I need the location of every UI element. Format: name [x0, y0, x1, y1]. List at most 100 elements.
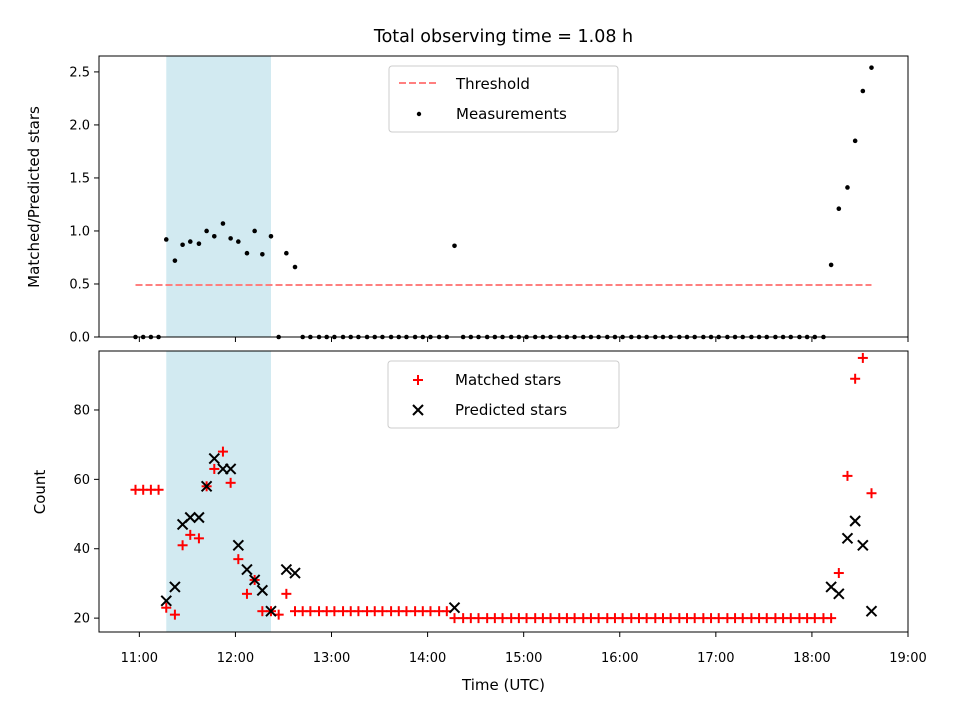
- measurement-point: [452, 243, 457, 249]
- bottom-y-tick-label: 40: [73, 542, 90, 557]
- x-tick-label: 14:00: [409, 651, 446, 666]
- matched-star-marker: [850, 373, 861, 384]
- measurement-point: [196, 241, 202, 246]
- matched-star-marker: [545, 613, 556, 624]
- measurement-point: [260, 251, 265, 257]
- top-panel: 0.0 0.5 1.0 1.5 2.0 2.5 Matched/Predicted sta…: [25, 55, 909, 346]
- predicted-star-marker: [256, 584, 269, 597]
- measurement-point: [220, 221, 226, 226]
- predicted-star-marker: [841, 532, 854, 545]
- predicted-star-marker: [448, 602, 461, 614]
- measurement-point: [211, 233, 217, 239]
- matched-star-marker: [842, 470, 853, 481]
- measurement-point: [180, 242, 185, 248]
- legend-measurements-label: Measurements: [456, 105, 567, 123]
- predicted-star-marker: [289, 567, 301, 579]
- predicted-star-marker: [184, 511, 196, 524]
- measurement-point: [852, 138, 858, 144]
- measurement-point: [292, 264, 298, 270]
- predicted-star-marker: [849, 515, 861, 527]
- x-tick-label: 15:00: [505, 651, 542, 666]
- matched-star-marker: [329, 606, 340, 617]
- matched-star-marker: [449, 613, 460, 624]
- predicted-star-marker: [200, 480, 213, 493]
- top-axes-frame: [98, 55, 909, 338]
- matched-star-marker: [809, 613, 820, 624]
- matched-star-marker: [665, 613, 676, 624]
- predicted-star-marker: [857, 539, 869, 551]
- matched-star-marker: [866, 488, 877, 499]
- x-tick-label: 11:00: [121, 651, 158, 666]
- matched-star-marker: [761, 613, 772, 624]
- top-y-tick-label: 1.5: [69, 171, 90, 186]
- x-tick-label: 13:00: [313, 651, 350, 666]
- measurement-point: [845, 185, 850, 190]
- matched-star-marker: [473, 613, 484, 624]
- x-tick-label: 19:00: [889, 651, 926, 666]
- bottom-plot-marks: [130, 352, 878, 624]
- bottom-x-axis: 11:00 12:00 13:00 14:00 15:00 16:00 17:00 18:00…: [121, 632, 927, 666]
- measurement-point: [204, 228, 209, 234]
- top-highlight-span: [166, 56, 271, 337]
- measurement-point: [828, 262, 834, 268]
- matched-star-marker: [161, 602, 172, 613]
- matched-star-marker: [209, 463, 220, 474]
- measurement-point: [860, 88, 866, 94]
- predicted-star-marker: [169, 581, 181, 593]
- measurement-point: [228, 236, 233, 241]
- matched-star-marker: [217, 446, 228, 457]
- top-y-tick-label: 2.0: [69, 118, 90, 133]
- top-y-tick-label: 1.0: [69, 224, 90, 239]
- predicted-star-marker: [232, 539, 245, 551]
- matched-star-marker: [169, 609, 180, 620]
- measurement-point: [836, 206, 842, 211]
- bottom-y-tick-label: 20: [73, 612, 90, 627]
- predicted-star-marker: [208, 452, 221, 465]
- measurement-point: [172, 258, 178, 263]
- matched-star-marker: [521, 613, 532, 624]
- top-x-ticks: [138, 337, 909, 342]
- x-tick-label: 17:00: [697, 651, 734, 666]
- bottom-y-tick-label: 60: [73, 473, 90, 488]
- measurement-point: [268, 233, 274, 239]
- matched-star-marker: [689, 613, 700, 624]
- matched-star-marker: [425, 606, 436, 617]
- measurement-point: [284, 250, 289, 256]
- matched-star-marker: [785, 613, 796, 624]
- top-legend: Threshold Measurements: [388, 65, 619, 133]
- matched-star-marker: [617, 613, 628, 624]
- matched-star-marker: [281, 588, 292, 599]
- predicted-star-marker: [193, 511, 205, 524]
- top-y-tick-label: 2.5: [69, 65, 90, 80]
- bottom-y-tick-label: 80: [73, 403, 90, 418]
- measurement-point: [869, 65, 874, 70]
- legend-predicted-swatch: [412, 404, 424, 416]
- predicted-star-marker: [224, 463, 237, 475]
- predicted-star-marker: [241, 563, 253, 576]
- top-y-axis-label: Matched/Predicted stars: [25, 106, 43, 288]
- bottom-legend: Matched stars Predicted stars: [387, 360, 620, 429]
- matched-star-marker: [497, 613, 508, 624]
- legend-predicted-label: Predicted stars: [455, 401, 567, 419]
- predicted-star-marker: [248, 574, 261, 586]
- matched-star-marker: [241, 588, 252, 599]
- predicted-star-marker: [265, 605, 277, 617]
- matched-star-marker: [153, 484, 164, 495]
- matched-star-marker: [833, 568, 844, 579]
- legend-threshold-label: Threshold: [455, 75, 530, 93]
- legend-matched-swatch: [413, 375, 423, 385]
- matched-star-marker: [593, 613, 604, 624]
- x-tick-label: 18:00: [793, 651, 830, 666]
- predicted-star-marker: [280, 563, 293, 576]
- measurement-point: [244, 250, 250, 256]
- matched-star-marker: [826, 613, 837, 624]
- matched-star-marker: [177, 540, 188, 551]
- x-axis-label: Time (UTC): [461, 676, 545, 694]
- matched-star-marker: [737, 613, 748, 624]
- matched-star-marker: [225, 477, 236, 488]
- matched-star-marker: [353, 606, 364, 617]
- measurement-point: [252, 228, 257, 234]
- matched-star-marker: [857, 352, 868, 363]
- matched-star-marker: [377, 606, 388, 617]
